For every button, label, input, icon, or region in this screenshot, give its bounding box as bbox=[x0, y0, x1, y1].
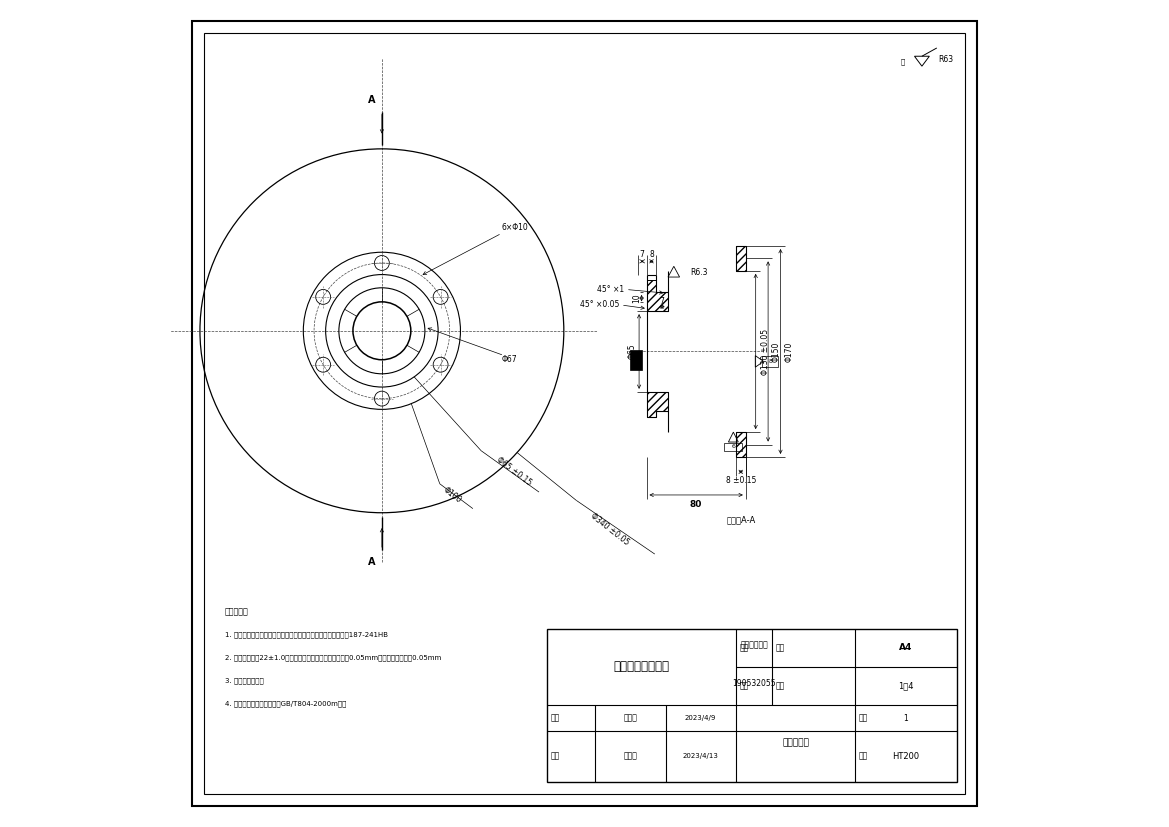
Text: 技术要求：: 技术要求： bbox=[224, 608, 249, 617]
Text: 45° ×0.05: 45° ×0.05 bbox=[580, 300, 620, 309]
Text: 8: 8 bbox=[649, 251, 653, 259]
Bar bbox=[630, 351, 642, 370]
Polygon shape bbox=[735, 433, 746, 457]
Text: 比例: 比例 bbox=[776, 681, 786, 691]
Text: 4. 未注线性尺寸及差按符合GB/T804-2000m要求: 4. 未注线性尺寸及差按符合GB/T804-2000m要求 bbox=[224, 700, 346, 707]
Bar bbox=[547, 629, 956, 782]
Text: Φ340 ±0.05: Φ340 ±0.05 bbox=[588, 511, 630, 547]
Text: Φ67: Φ67 bbox=[502, 356, 518, 364]
Bar bbox=[762, 356, 779, 367]
Text: Φ65: Φ65 bbox=[627, 344, 636, 359]
Text: 8: 8 bbox=[768, 359, 772, 364]
Polygon shape bbox=[735, 246, 746, 271]
Text: 李小庆: 李小庆 bbox=[623, 752, 637, 761]
Text: 2023/4/13: 2023/4/13 bbox=[683, 753, 719, 759]
Text: 45° ×1: 45° ×1 bbox=[597, 285, 624, 294]
Text: A: A bbox=[368, 557, 375, 566]
Text: 2023/4/9: 2023/4/9 bbox=[685, 715, 717, 721]
Text: Φ170: Φ170 bbox=[784, 342, 794, 361]
Text: 车辆工程二班: 车辆工程二班 bbox=[740, 641, 768, 650]
Text: 6×Φ10: 6×Φ10 bbox=[502, 223, 528, 232]
Text: 80: 80 bbox=[690, 500, 703, 509]
Text: 数量: 数量 bbox=[859, 714, 867, 723]
Text: 190532055: 190532055 bbox=[732, 679, 776, 688]
Text: Φ100: Φ100 bbox=[442, 485, 463, 505]
Polygon shape bbox=[646, 280, 667, 311]
Text: 学号: 学号 bbox=[739, 681, 748, 691]
Text: 3. 去尖角，去毛刺: 3. 去尖角，去毛刺 bbox=[224, 677, 263, 684]
Text: 粗: 粗 bbox=[901, 58, 905, 65]
Text: Φ150: Φ150 bbox=[772, 342, 781, 361]
Text: 1. 铸件铸造缺陷处理，不允许有气孔，裂缝，型砂等缺陷硬度为187-241HB: 1. 铸件铸造缺陷处理，不允许有气孔，裂缝，型砂等缺陷硬度为187-241HB bbox=[224, 631, 388, 638]
Text: 2. 制动盘厚度（22±1.0）尺寸精差，在同一圆周上不大于0.05mm同一侧面上不大于0.05mm: 2. 制动盘厚度（22±1.0）尺寸精差，在同一圆周上不大于0.05mm同一侧面… bbox=[224, 654, 441, 661]
Text: 7: 7 bbox=[659, 298, 664, 306]
Text: 图号: 图号 bbox=[776, 643, 786, 653]
Text: 材料: 材料 bbox=[859, 752, 867, 761]
Text: Φ65 ±0.15: Φ65 ±0.15 bbox=[494, 456, 533, 487]
Text: HT200: HT200 bbox=[892, 752, 920, 761]
Text: 武汉商学院: 武汉商学院 bbox=[782, 739, 809, 748]
Text: Φ130 ±0.05: Φ130 ±0.05 bbox=[761, 328, 770, 375]
Text: 10: 10 bbox=[632, 294, 641, 303]
Text: 班级: 班级 bbox=[739, 643, 748, 653]
Text: 陈志宏: 陈志宏 bbox=[623, 714, 637, 723]
Text: 1：4: 1：4 bbox=[898, 681, 914, 691]
Text: 8 ±0.15: 8 ±0.15 bbox=[726, 476, 756, 485]
Text: 6: 6 bbox=[732, 444, 735, 450]
Text: R6.3: R6.3 bbox=[691, 268, 708, 276]
Polygon shape bbox=[646, 392, 667, 417]
Text: 剖视图A-A: 剖视图A-A bbox=[726, 515, 755, 524]
Text: 1: 1 bbox=[904, 714, 908, 723]
Text: 制图: 制图 bbox=[551, 714, 560, 723]
Text: 7: 7 bbox=[639, 251, 644, 259]
Text: 盘式制动器制动盘: 盘式制动器制动盘 bbox=[614, 660, 670, 673]
Text: R63: R63 bbox=[939, 55, 954, 64]
Text: 审核: 审核 bbox=[551, 752, 560, 761]
Text: A: A bbox=[368, 95, 375, 105]
Bar bbox=[725, 443, 742, 452]
Text: A4: A4 bbox=[899, 643, 913, 653]
